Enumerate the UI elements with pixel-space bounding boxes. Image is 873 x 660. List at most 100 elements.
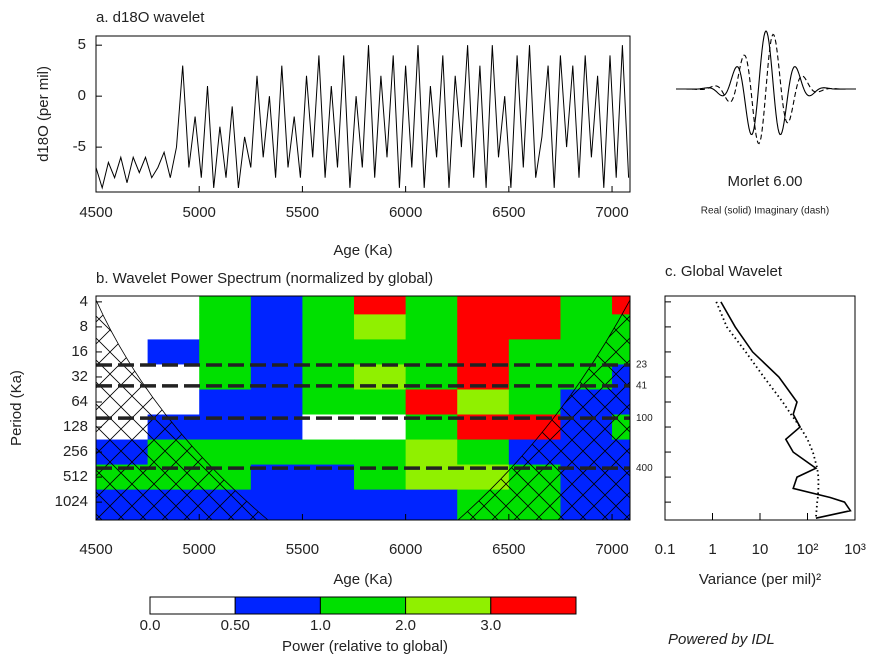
power-cell: [250, 439, 303, 466]
colorbar-swatch: [319, 596, 407, 615]
colorbar-swatch: [149, 596, 236, 615]
power-cell: [405, 314, 458, 340]
power-cell: [302, 439, 355, 466]
x-tick-label: 7000: [595, 541, 628, 558]
power-cell: [354, 489, 407, 520]
y-tick-label: -5: [73, 138, 86, 155]
power-cell: [354, 314, 407, 340]
colorbar-label: 0.0: [140, 617, 161, 634]
x-tick-label: 10: [752, 541, 769, 558]
x-axis-title: Age (Ka): [333, 571, 392, 588]
colorbar-swatch: [490, 596, 577, 615]
power-cell: [457, 439, 510, 466]
power-cell: [250, 339, 303, 365]
colorbar-swatch: [234, 596, 321, 615]
y-axis-title: Period (Ka): [8, 370, 25, 446]
power-cell: [560, 314, 613, 340]
y-tick-label: 16: [71, 343, 88, 360]
plot-frame: [664, 295, 856, 521]
x-tick-label: 4500: [79, 204, 112, 221]
wavelet-imaginary: [676, 33, 856, 145]
cone-of-influence: [96, 299, 269, 520]
power-cell: [354, 439, 407, 466]
reference-period-label: 400: [636, 463, 653, 474]
x-tick-label: 6500: [492, 541, 525, 558]
y-tick-label: 4: [80, 293, 88, 310]
panel-b-title: b. Wavelet Power Spectrum (normalized by…: [96, 270, 433, 287]
power-cell: [250, 389, 303, 416]
colorbar-swatch: [405, 596, 492, 615]
power-cell: [405, 389, 458, 416]
x-tick-label: 10³: [844, 541, 866, 558]
x-tick-label: 6000: [389, 541, 422, 558]
x-tick-label: 0.1: [655, 541, 676, 558]
power-cell: [302, 389, 355, 416]
y-tick-label: 512: [63, 468, 88, 485]
power-cell: [250, 296, 303, 315]
power-cell: [302, 296, 355, 315]
power-cell: [457, 296, 510, 315]
power-cell: [147, 314, 200, 340]
wavelet-name: Morlet 6.00: [727, 173, 802, 190]
power-cell: [508, 296, 561, 315]
power-cell: [457, 339, 510, 365]
y-tick-label: 8: [80, 318, 88, 335]
power-cell: [354, 339, 407, 365]
x-tick-label: 6500: [492, 204, 525, 221]
power-cell: [147, 296, 200, 315]
power-cell: [457, 389, 510, 416]
power-cell: [560, 296, 613, 315]
power-cell: [354, 296, 407, 315]
power-cell: [199, 296, 252, 315]
y-tick-label: 5: [78, 36, 86, 53]
x-tick-label: 5500: [286, 204, 319, 221]
global-wavelet-line: [715, 301, 820, 519]
x-tick-label: 5000: [183, 541, 216, 558]
x-axis-title: Variance (per mil)²: [699, 571, 821, 588]
power-cell: [508, 314, 561, 340]
power-cell: [508, 339, 561, 365]
colorbar-label: 0.50: [221, 617, 250, 634]
colorbar-title: Power (relative to global): [282, 638, 448, 655]
power-cell: [302, 339, 355, 365]
power-cell: [457, 314, 510, 340]
cone-of-influence: [457, 299, 630, 520]
x-axis-title: Age (Ka): [333, 242, 392, 259]
power-cell: [302, 489, 355, 520]
power-cell: [199, 314, 252, 340]
power-cell: [508, 389, 561, 416]
power-cell: [96, 296, 149, 315]
power-cell: [199, 389, 252, 416]
panel-a-title: a. d18O wavelet: [96, 9, 205, 26]
power-cell: [302, 314, 355, 340]
power-cell: [405, 339, 458, 365]
colorbar-label: 2.0: [395, 617, 416, 634]
reference-period-label: 23: [636, 360, 648, 371]
x-tick-label: 10²: [797, 541, 819, 558]
x-tick-label: 5000: [183, 204, 216, 221]
power-cell: [405, 439, 458, 466]
x-tick-label: 7000: [595, 204, 628, 221]
spectrum-area: [96, 296, 630, 520]
series-line: [95, 45, 630, 190]
colorbar-label: 1.0: [310, 617, 331, 634]
footer: Powered by IDL: [668, 631, 775, 648]
y-tick-label: 1024: [55, 493, 88, 510]
power-cell: [147, 339, 200, 365]
wavelet-real: [676, 30, 856, 136]
y-tick-label: 0: [78, 87, 86, 104]
power-cell: [405, 489, 458, 520]
wavelet-caption: Real (solid) Imaginary (dash): [701, 206, 829, 217]
power-cell: [199, 339, 252, 365]
x-tick-label: 6000: [389, 204, 422, 221]
y-axis-title: d18O (per mil): [35, 66, 52, 162]
power-cell: [250, 314, 303, 340]
x-tick-label: 4500: [79, 541, 112, 558]
x-tick-label: 5500: [286, 541, 319, 558]
panel-c-title: c. Global Wavelet: [665, 263, 783, 280]
plot-frame: [95, 35, 631, 193]
power-cell: [405, 296, 458, 315]
power-cell: [354, 389, 407, 416]
plot-frame: [95, 295, 631, 521]
